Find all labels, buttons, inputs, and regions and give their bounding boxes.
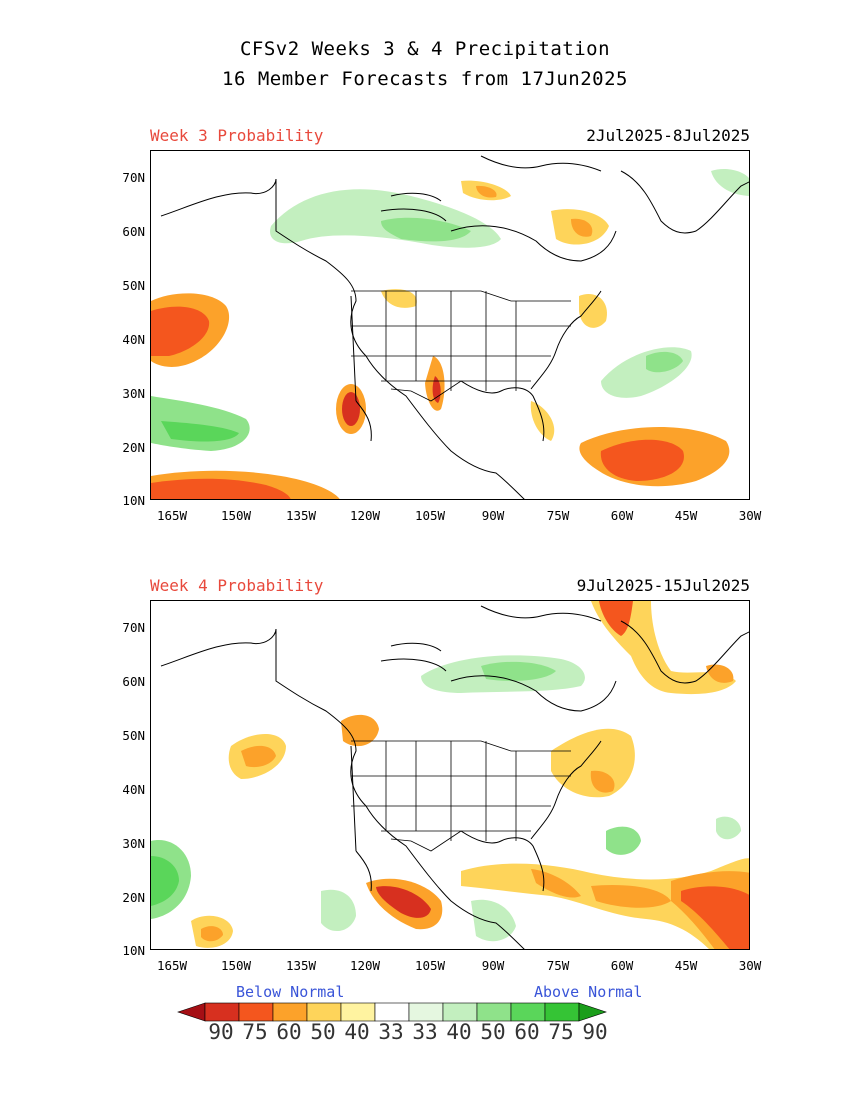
colorbar-swatch [272, 1002, 308, 1022]
colorbar-swatch [510, 1002, 546, 1022]
chart-title: CFSv2 Weeks 3 & 4 Precipitation [239, 38, 611, 60]
colorbar-swatches [177, 1002, 607, 1022]
colorbar-tick-label: 50 [480, 1020, 506, 1044]
week3-borders [351, 290, 571, 402]
week3-lat-tick: 30N [122, 386, 145, 401]
week3-shading [151, 169, 749, 499]
chart-subtitle: 16 Member Forecasts from 17Jun2025 [222, 68, 628, 90]
colorbar-tick-label: 33 [412, 1020, 438, 1044]
week4-lon-tick: 45W [674, 958, 698, 973]
week4-map-canvas [151, 601, 749, 949]
colorbar-tick-label: 40 [446, 1020, 472, 1044]
week4-lon-tick: 120W [349, 958, 381, 973]
week4-lat-tick: 50N [122, 728, 145, 743]
above-normal-label: Above Normal [534, 983, 643, 1001]
week3-lon-tick: 90W [481, 508, 505, 523]
week4-lat-tick: 30N [122, 836, 145, 851]
week4-map [150, 600, 750, 950]
week4-lon-tick: 60W [610, 958, 634, 973]
colorbar-tick-label: 75 [242, 1020, 268, 1044]
week4-lat-tick: 20N [122, 890, 145, 905]
below-normal-label: Below Normal [236, 983, 345, 1001]
week3-label: Week 3 Probability [150, 126, 324, 145]
week3-lon-tick: 135W [285, 508, 317, 523]
week4-label: Week 4 Probability [150, 576, 324, 595]
colorbar-tick-label: 50 [310, 1020, 336, 1044]
week4-coastlines [160, 605, 749, 949]
week4-lat-tick: 10N [122, 943, 145, 958]
colorbar [177, 1002, 607, 1022]
week3-lat-tick: 50N [122, 278, 145, 293]
week4-borders [351, 740, 571, 852]
colorbar-arrow-left [177, 1002, 206, 1022]
week4-lat-tick: 60N [122, 674, 145, 689]
week4-lon-tick: 135W [285, 958, 317, 973]
week4-lon-tick: 75W [546, 958, 570, 973]
week3-coastlines [160, 155, 749, 499]
week3-lat-tick: 10N [122, 493, 145, 508]
week4-lon-tick: 90W [481, 958, 505, 973]
week3-lon-tick: 60W [610, 508, 634, 523]
week4-lon-tick: 30W [738, 958, 762, 973]
colorbar-swatch [476, 1002, 512, 1022]
week4-dates: 9Jul2025-15Jul2025 [576, 576, 750, 595]
colorbar-swatch [374, 1002, 410, 1022]
week3-lon-tick: 150W [220, 508, 252, 523]
week3-lon-tick: 75W [546, 508, 570, 523]
colorbar-arrow-right [578, 1002, 607, 1022]
colorbar-swatch [204, 1002, 240, 1022]
week3-lon-tick: 45W [674, 508, 698, 523]
week3-lat-tick: 20N [122, 440, 145, 455]
week4-lon-tick: 150W [220, 958, 252, 973]
colorbar-tick-label: 90 [582, 1020, 608, 1044]
week3-lon-tick: 105W [414, 508, 446, 523]
week4-lat-tick: 70N [122, 620, 145, 635]
colorbar-swatch [544, 1002, 580, 1022]
colorbar-swatch [238, 1002, 274, 1022]
colorbar-tick-label: 40 [344, 1020, 370, 1044]
colorbar-tick-label: 33 [378, 1020, 404, 1044]
week3-map-canvas [151, 155, 749, 499]
colorbar-swatch [340, 1002, 376, 1022]
week3-lat-tick: 60N [122, 224, 145, 239]
week3-lat-tick: 40N [122, 332, 145, 347]
week3-lon-tick: 165W [156, 508, 188, 523]
week4-lon-tick: 105W [414, 958, 446, 973]
week3-lon-tick: 120W [349, 508, 381, 523]
colorbar-tick-label: 60 [276, 1020, 302, 1044]
week3-map [150, 150, 750, 500]
colorbar-tick-label: 60 [514, 1020, 540, 1044]
week4-lat-tick: 40N [122, 782, 145, 797]
week4-lon-tick: 165W [156, 958, 188, 973]
colorbar-swatch [306, 1002, 342, 1022]
colorbar-tick-label: 75 [548, 1020, 574, 1044]
week3-dates: 2Jul2025-8Jul2025 [586, 126, 750, 145]
week3-lon-tick: 30W [738, 508, 762, 523]
colorbar-swatch [442, 1002, 478, 1022]
week3-lat-tick: 70N [122, 170, 145, 185]
colorbar-tick-label: 90 [208, 1020, 234, 1044]
week4-shading [151, 601, 749, 949]
colorbar-swatch [408, 1002, 444, 1022]
